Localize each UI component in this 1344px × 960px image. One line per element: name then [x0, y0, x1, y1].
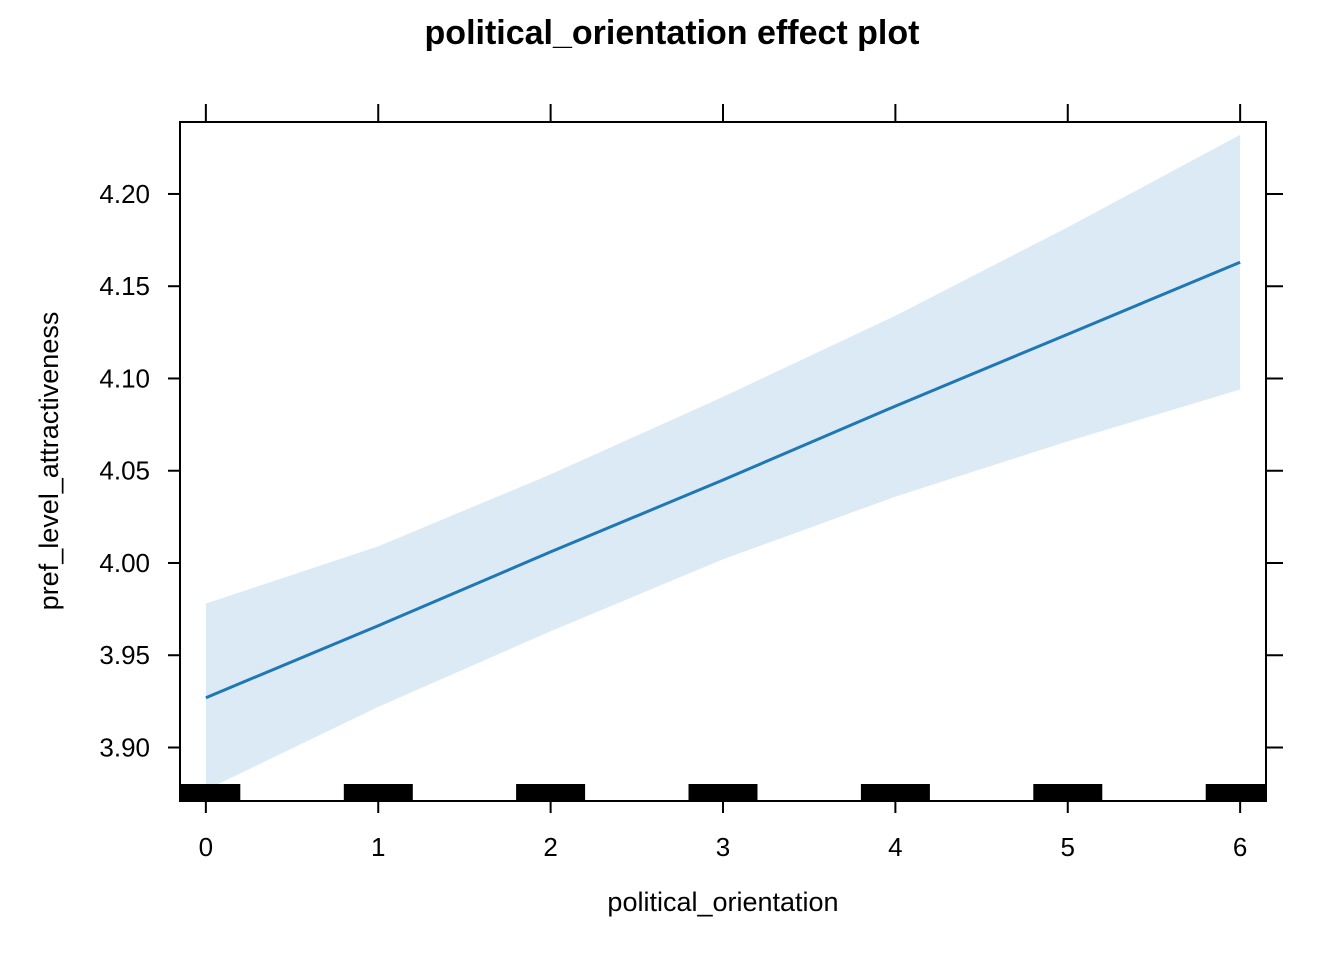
x-tick-label: 1 — [371, 832, 385, 862]
y-tick-label: 4.15 — [99, 271, 150, 301]
y-axis: 3.90 3.95 4.00 4.05 4.10 4.15 4.20 — [99, 179, 1283, 762]
confidence-band-layer — [205, 134, 1241, 790]
chart-title: political_orientation effect plot — [425, 14, 920, 52]
y-tick-label: 3.95 — [99, 640, 150, 670]
y-tick-label: 3.90 — [99, 732, 150, 762]
fit-line — [205, 260, 1241, 700]
confidence-band — [205, 134, 1241, 790]
x-tick-label: 6 — [1233, 832, 1247, 862]
rug-mark — [1205, 784, 1266, 801]
rug-mark — [688, 784, 758, 801]
x-axis: 0 1 2 3 4 5 6 — [199, 104, 1247, 862]
rug-mark — [343, 784, 413, 801]
rug-mark — [1033, 784, 1103, 801]
x-axis-label: political_orientation — [607, 887, 838, 917]
rug-mark — [860, 784, 930, 801]
rug-mark — [516, 784, 586, 801]
x-tick-label: 0 — [199, 832, 213, 862]
rug-layer — [180, 784, 1266, 801]
y-tick-label: 4.10 — [99, 363, 150, 393]
x-tick-label: 3 — [716, 832, 730, 862]
rug-mark — [180, 784, 241, 801]
x-tick-label: 4 — [888, 832, 902, 862]
y-tick-label: 4.00 — [99, 548, 150, 578]
x-tick-label: 2 — [543, 832, 557, 862]
y-tick-label: 4.20 — [99, 179, 150, 209]
y-axis-label: pref_level_attractiveness — [34, 312, 64, 611]
y-tick-label: 4.05 — [99, 456, 150, 486]
fit-line-layer — [205, 260, 1241, 700]
x-tick-label: 5 — [1061, 832, 1075, 862]
